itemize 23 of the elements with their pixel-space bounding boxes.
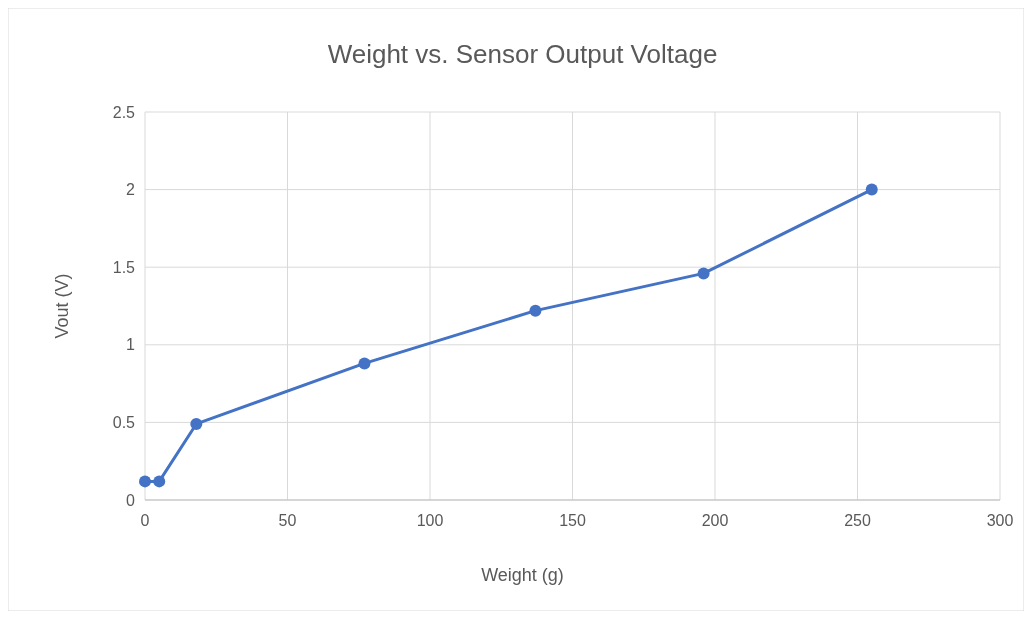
x-tick-label: 200 [701, 512, 729, 529]
y-tick-label: 0.5 [112, 414, 136, 431]
x-tick-label: 0 [140, 512, 150, 529]
y-axis-title: Vout (V) [52, 273, 72, 339]
point [153, 475, 166, 488]
x-tick-label: 150 [559, 512, 586, 529]
y-tick-label: 1.5 [112, 258, 136, 276]
point [190, 417, 203, 430]
x-axis-title: Weight (g) [481, 565, 564, 585]
x-tick-label: 100 [416, 512, 444, 529]
chart-title: Weight vs. Sensor Output Voltage [327, 39, 718, 69]
point [529, 304, 542, 317]
point [865, 183, 878, 196]
y-tick-label: 0 [126, 491, 136, 509]
x-tick-label: 250 [844, 512, 871, 529]
y-tick-label: 1 [126, 336, 136, 354]
point [139, 475, 151, 488]
point [697, 267, 710, 280]
y-tick-label: 2 [126, 181, 136, 199]
point [358, 357, 371, 370]
x-tick-label: 300 [986, 512, 1014, 529]
y-tick-label: 2.5 [112, 103, 136, 121]
x-tick-label: 50 [278, 512, 297, 529]
